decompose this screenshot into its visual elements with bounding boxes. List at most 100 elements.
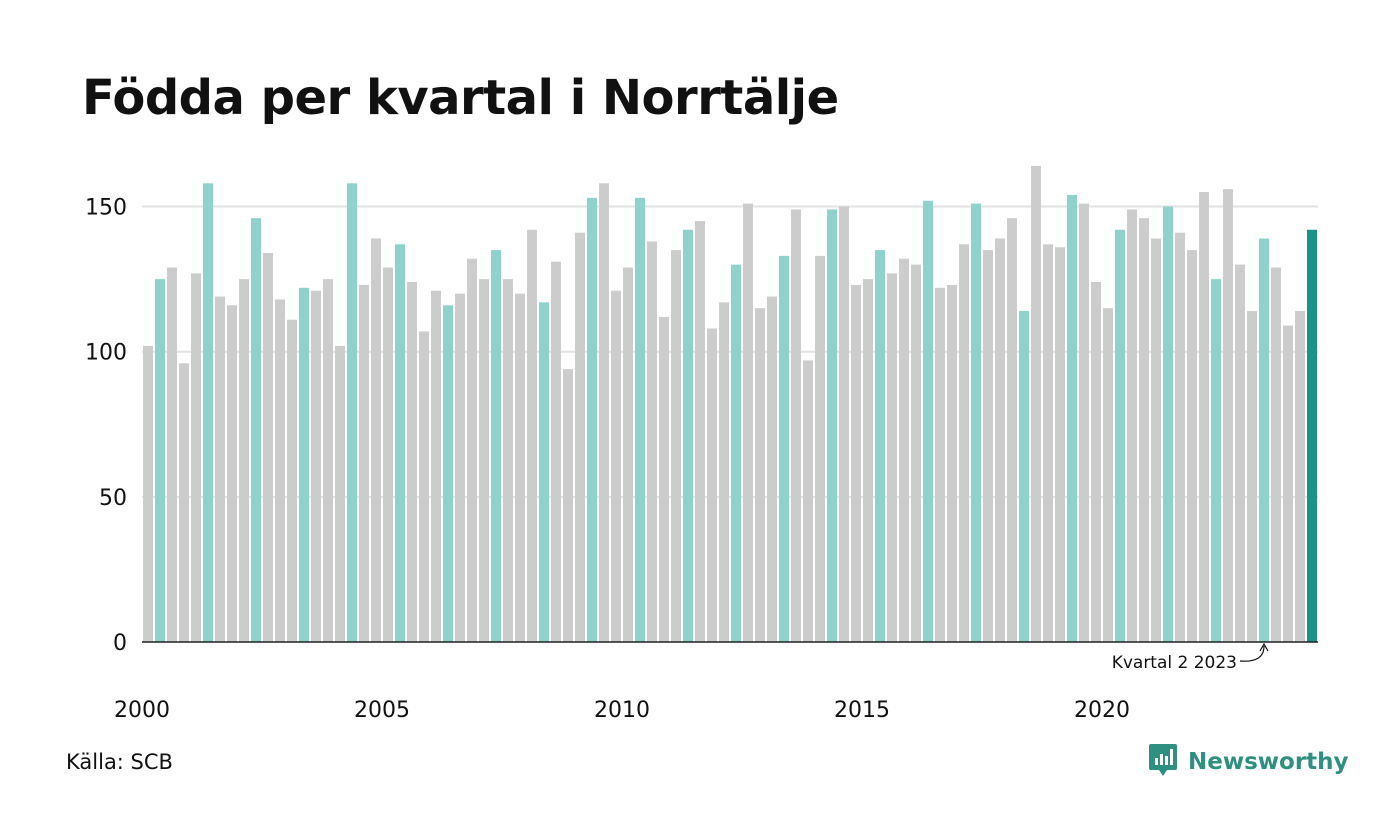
bar xyxy=(1031,165,1041,642)
bar xyxy=(575,232,585,643)
bar xyxy=(1079,203,1089,642)
annotation-arrowhead xyxy=(1259,642,1269,652)
bar xyxy=(311,290,321,642)
axes: 0 50 100 150 2000 2005 2010 2015 2020 xyxy=(85,196,1318,723)
bar xyxy=(479,279,489,642)
bar xyxy=(407,282,417,642)
bar xyxy=(1007,218,1017,642)
bar xyxy=(1127,209,1137,642)
bar xyxy=(1067,194,1077,642)
bar xyxy=(443,305,453,642)
bar xyxy=(683,229,693,642)
bar xyxy=(1115,229,1125,642)
x-tick-label: 2015 xyxy=(834,698,890,723)
bar xyxy=(203,183,213,642)
bar xyxy=(347,183,357,642)
bar xyxy=(995,238,1005,643)
bar xyxy=(695,221,705,642)
bar xyxy=(863,279,873,642)
brand-name: Newsworthy xyxy=(1188,749,1349,775)
bar xyxy=(1295,311,1305,642)
bar xyxy=(1199,192,1209,642)
bar xyxy=(323,279,333,642)
bar xyxy=(275,299,285,642)
annotation-arrow xyxy=(1239,645,1265,662)
bar xyxy=(971,203,981,642)
x-tick-label: 2005 xyxy=(354,698,410,723)
bar xyxy=(1247,311,1257,642)
bar xyxy=(1103,308,1113,642)
bar xyxy=(815,255,825,642)
bar xyxy=(491,250,501,642)
bar xyxy=(527,229,537,642)
bar xyxy=(623,267,633,642)
bar xyxy=(635,197,645,642)
y-tick-label: 150 xyxy=(85,196,127,221)
bar-chart: 0 50 100 150 2000 2005 2010 2015 2020 Kvartal 2 … xyxy=(85,165,1318,723)
bar xyxy=(227,305,237,642)
bar xyxy=(359,284,369,642)
bar xyxy=(335,345,345,642)
bar xyxy=(383,267,393,642)
bar xyxy=(239,279,249,642)
bar xyxy=(1019,311,1029,642)
bar xyxy=(719,302,729,642)
brand[interactable]: Newsworthy xyxy=(1148,742,1349,782)
bar xyxy=(839,206,849,643)
bar xyxy=(1175,232,1185,643)
bar xyxy=(887,273,897,642)
bar xyxy=(503,279,513,642)
annotation-label: Kvartal 2 2023 xyxy=(1112,653,1237,673)
x-tick-label: 2000 xyxy=(114,698,170,723)
bar xyxy=(911,264,921,642)
bar xyxy=(155,279,165,642)
bar xyxy=(215,296,225,642)
bar xyxy=(563,369,573,642)
bar xyxy=(671,250,681,642)
bar xyxy=(1271,267,1281,642)
bar xyxy=(287,319,297,642)
bar xyxy=(299,287,309,642)
bar xyxy=(1139,218,1149,642)
bar xyxy=(731,264,741,642)
bar xyxy=(983,250,993,642)
y-tick-label: 100 xyxy=(85,341,127,366)
bar xyxy=(599,183,609,642)
bar xyxy=(191,273,201,642)
bar xyxy=(419,331,429,642)
bar xyxy=(659,316,669,642)
bar xyxy=(551,261,561,642)
bar xyxy=(923,200,933,643)
bar xyxy=(1091,282,1101,642)
bar xyxy=(143,345,153,642)
bar xyxy=(395,244,405,642)
bar xyxy=(515,293,525,642)
bar xyxy=(1211,279,1221,642)
bar xyxy=(167,267,177,642)
bar xyxy=(1235,264,1245,642)
bar xyxy=(611,290,621,642)
bar xyxy=(1163,206,1173,643)
newsworthy-logo-icon xyxy=(1148,743,1178,781)
bar xyxy=(179,363,189,642)
bar xyxy=(1043,244,1053,642)
bars xyxy=(143,165,1317,643)
bar xyxy=(851,284,861,642)
bar xyxy=(1307,229,1317,642)
bar xyxy=(1055,247,1065,642)
bar xyxy=(647,241,657,642)
bar xyxy=(947,284,957,642)
bar xyxy=(935,287,945,642)
bar xyxy=(371,238,381,643)
bar xyxy=(1223,189,1233,642)
bar xyxy=(959,244,969,642)
bar xyxy=(431,290,441,642)
x-tick-label: 2010 xyxy=(594,698,650,723)
bar xyxy=(587,197,597,642)
bar xyxy=(1259,238,1269,643)
y-tick-label: 0 xyxy=(113,631,127,656)
bar xyxy=(803,360,813,642)
chart-title: Födda per kvartal i Norrtälje xyxy=(82,70,839,126)
bar xyxy=(1283,325,1293,642)
bar xyxy=(875,250,885,642)
